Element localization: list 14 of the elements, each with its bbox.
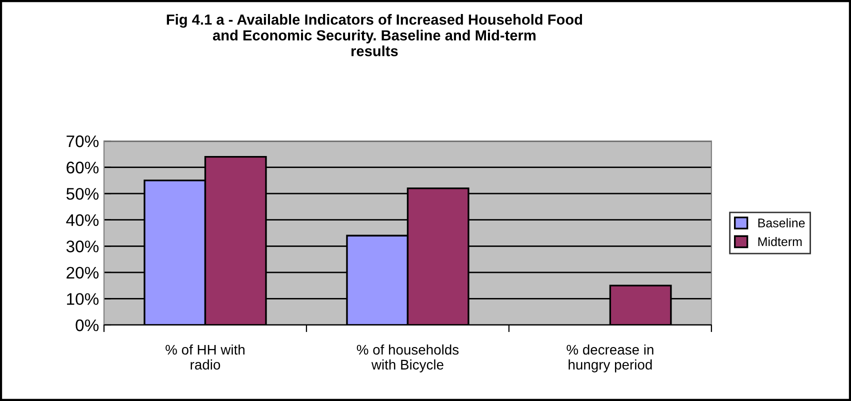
y-tick-label: 50% xyxy=(66,188,99,200)
x-tick-label: % of HH with radio xyxy=(166,344,244,370)
chart-title: Fig 4.1 a - Available Indicators of Increased Household Food and Economic Security. Baseline and Mid-term results xyxy=(166,14,582,56)
y-tick-label: 60% xyxy=(66,162,99,174)
y-tick-label: 0% xyxy=(76,319,99,332)
y-tick-label: 20% xyxy=(66,266,99,279)
legend-label: Midterm xyxy=(758,236,802,246)
legend-label: Baseline xyxy=(758,218,805,228)
y-tick-label: 30% xyxy=(66,240,99,252)
y-tick-label: 40% xyxy=(66,214,99,226)
y-tick-label: 10% xyxy=(67,293,99,305)
x-tick-label: % decrease in hungry period xyxy=(566,344,654,372)
y-tick-label: 70% xyxy=(66,135,99,148)
x-tick-label: % of households with Bicycle xyxy=(356,344,459,372)
